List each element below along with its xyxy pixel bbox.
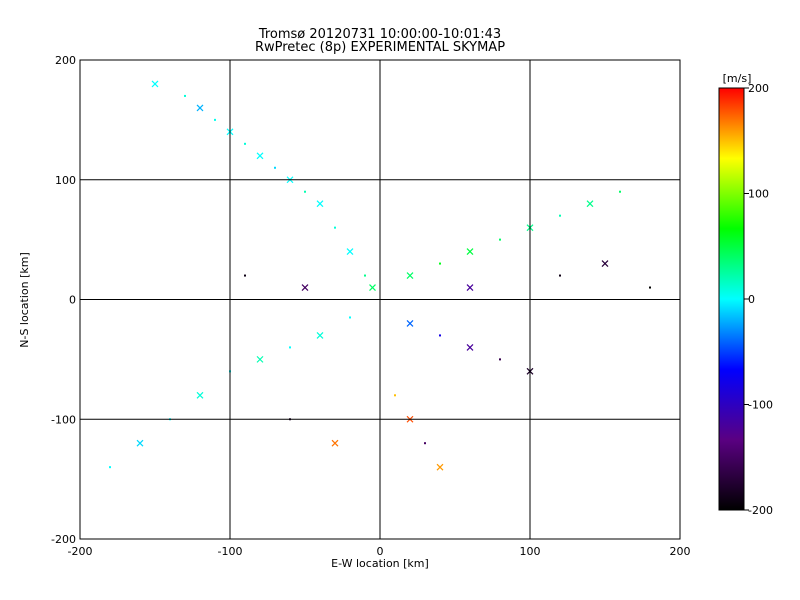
data-point-dot: [394, 394, 396, 397]
data-point-dot: [424, 442, 426, 445]
data-point-dot: [304, 190, 306, 193]
data-point-dot: [184, 94, 186, 97]
data-point-dot: [499, 358, 501, 361]
data-point-dot: [364, 274, 366, 277]
data-point-dot: [244, 142, 246, 145]
data-point-dot: [439, 334, 441, 337]
y-tick-label: 100: [55, 174, 76, 187]
x-tick-label: 0: [377, 545, 384, 558]
colorbar-tick-label: -200: [748, 504, 773, 517]
y-tick-label: -200: [51, 533, 76, 546]
colorbar-tick-label: 0: [748, 293, 755, 306]
data-point-dot: [334, 226, 336, 229]
data-point-dot: [289, 346, 291, 349]
colorbar: [718, 87, 745, 511]
grid-layer: [80, 60, 680, 539]
y-tick-label: -100: [51, 413, 76, 426]
x-tick-label: -200: [68, 545, 93, 558]
data-point-dot: [559, 214, 561, 217]
data-point-x: [301, 284, 309, 291]
data-point-x: [436, 463, 444, 471]
data-point-x: [331, 439, 339, 447]
data-point-x: [406, 272, 414, 279]
colorbar-tick-label: -100: [748, 399, 773, 412]
data-point-dot: [214, 118, 216, 121]
x-tick-label: 100: [520, 545, 541, 558]
axis-ticks: -200 -100 0 100 200 -200 -100 0 100 200: [51, 54, 690, 558]
colorbar-tick-label: 100: [748, 188, 769, 201]
x-axis-label: E-W location [km]: [331, 557, 429, 570]
data-point-dot: [109, 466, 111, 469]
x-tick-label: 200: [670, 545, 691, 558]
data-point-x: [369, 284, 376, 291]
data-point-x: [196, 104, 204, 112]
y-tick-label: 0: [69, 294, 76, 307]
colorbar-tick-label: 200: [748, 82, 769, 95]
data-point-x: [196, 391, 204, 399]
data-point-x: [466, 343, 474, 351]
data-point-x: [346, 248, 354, 256]
chart-title: Tromsø 20120731 10:00:00-10:01:43: [258, 27, 502, 42]
data-point-dot: [499, 238, 501, 241]
data-point-x: [316, 332, 324, 339]
data-point-x: [406, 320, 414, 327]
data-point-x: [466, 248, 474, 256]
x-tick-label: -100: [218, 545, 243, 558]
plot-frame: [79, 59, 681, 540]
data-point-x: [136, 439, 144, 447]
data-point-x: [586, 200, 594, 208]
chart-subtitle: RwPretec (8p) EXPERIMENTAL SKYMAP: [254, 40, 506, 55]
data-point-x: [601, 260, 609, 267]
y-axis-label: N-S location [km]: [18, 252, 31, 348]
data-point-dot: [274, 166, 276, 169]
data-point-x: [256, 152, 264, 160]
data-point-x: [316, 200, 324, 208]
colorbar-ticks: 200 100 0 -100 -200: [744, 82, 773, 517]
data-point-dot: [559, 274, 561, 277]
y-tick-label: 200: [55, 54, 76, 67]
colorbar-label: [m/s]: [723, 72, 752, 85]
data-point-dot: [619, 190, 621, 193]
data-point-x: [466, 284, 474, 291]
data-point-dot: [349, 316, 351, 319]
data-point-dot: [439, 262, 441, 265]
data-point-dot: [649, 286, 651, 289]
data-point-x: [151, 80, 159, 88]
data-point-dot: [244, 274, 246, 277]
data-point-x: [256, 355, 264, 363]
